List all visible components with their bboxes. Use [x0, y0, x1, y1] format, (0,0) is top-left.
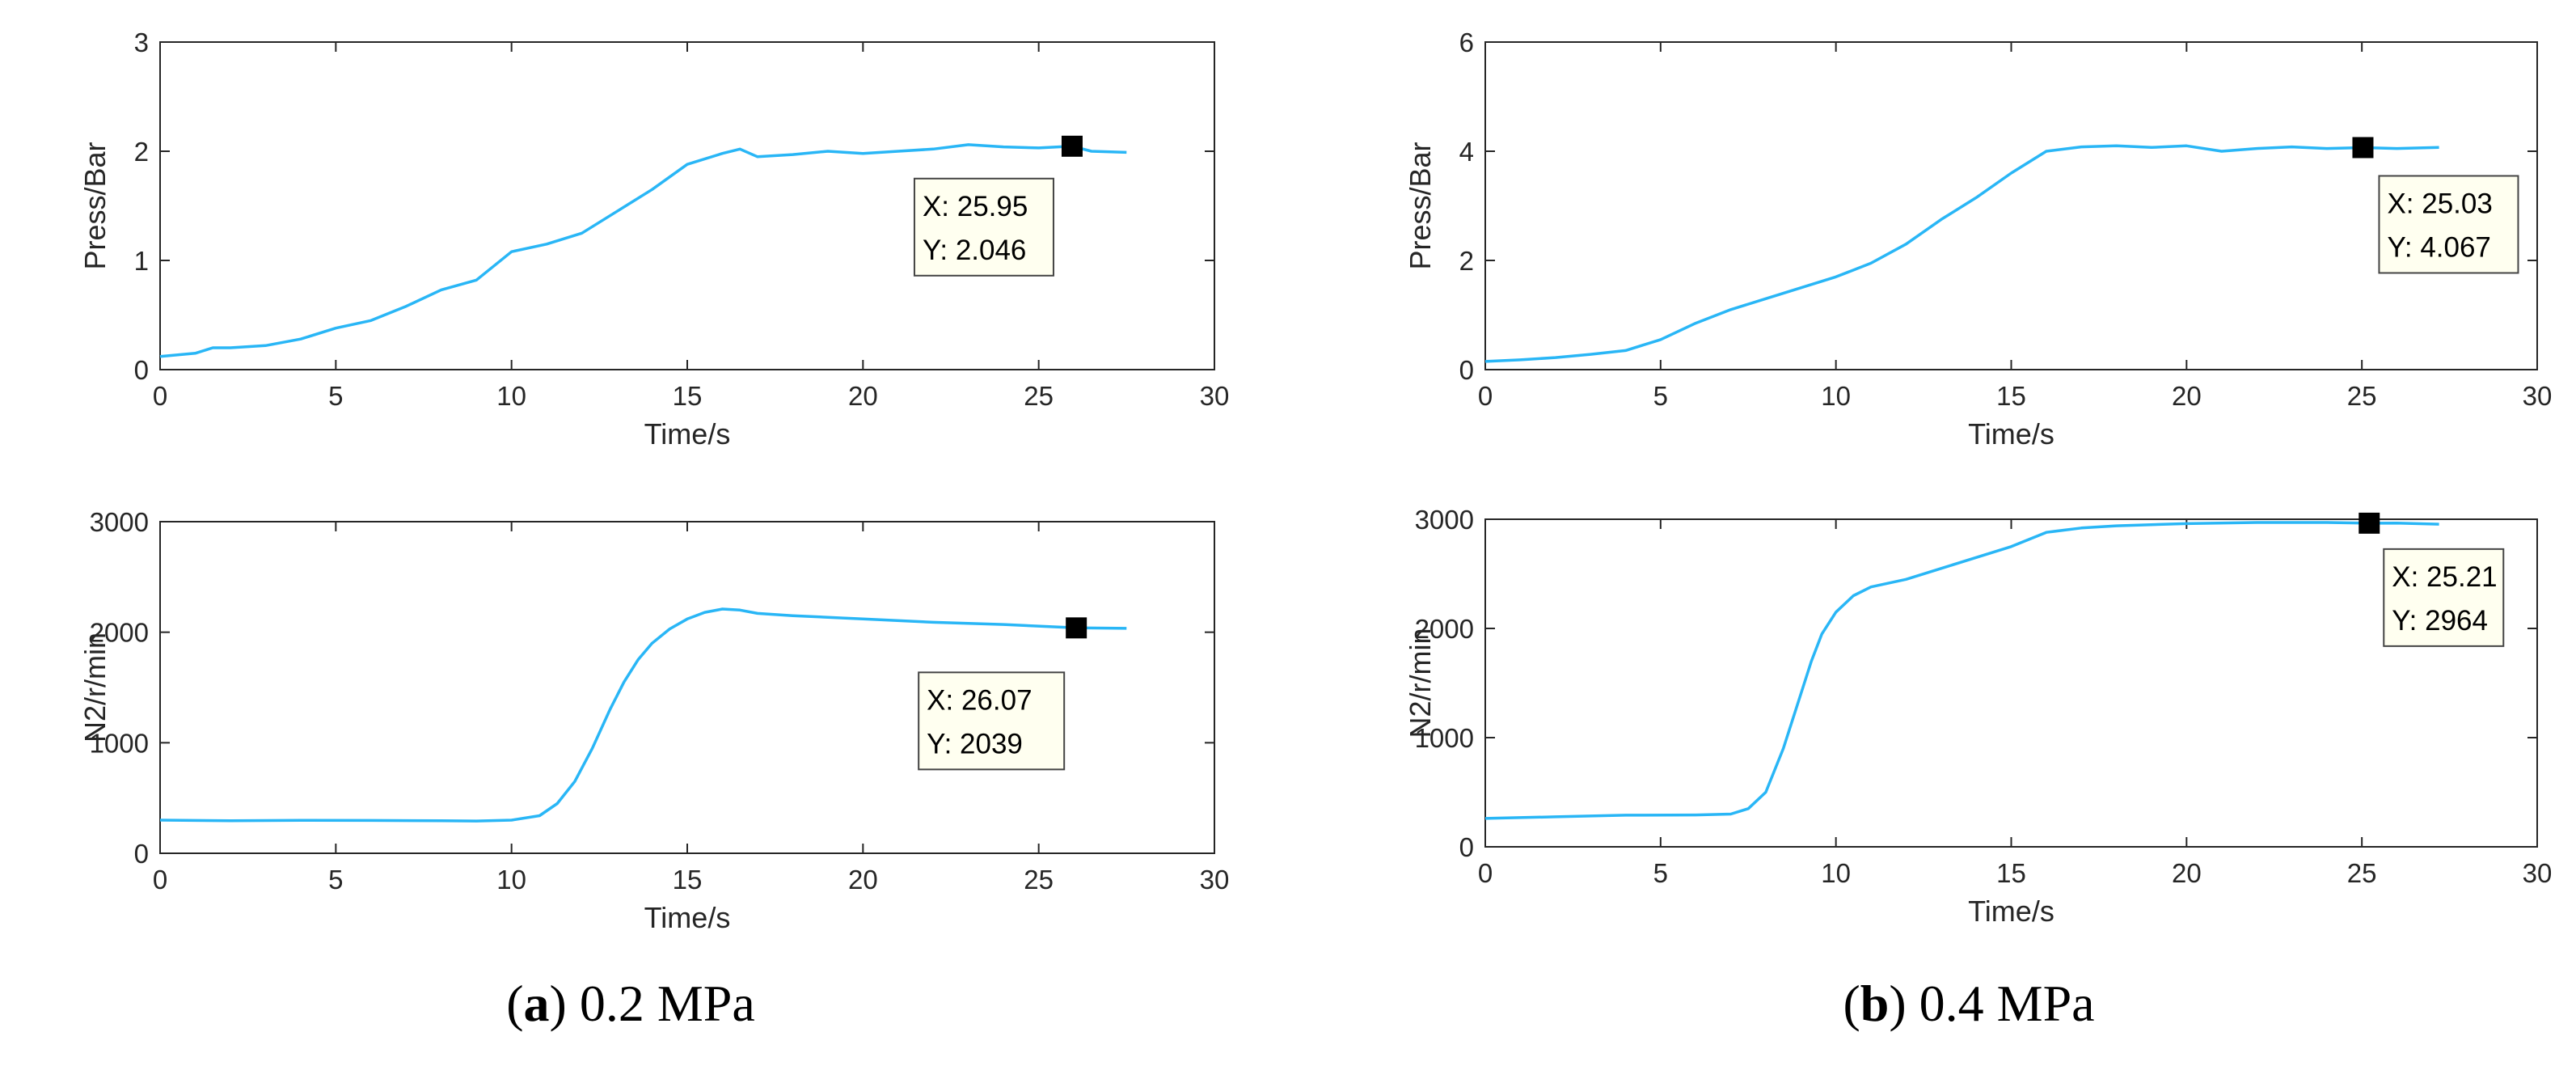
datatip-y-text: Y: 2039 — [927, 728, 1023, 759]
x-tick-label: 30 — [2523, 858, 2553, 888]
datatip-box — [2378, 175, 2519, 274]
x-tick-label: 30 — [1200, 381, 1230, 411]
datatip-y-text: Y: 2964 — [2392, 605, 2488, 637]
datatip-marker — [1061, 135, 1083, 157]
x-tick-label: 10 — [496, 381, 526, 411]
x-tick-label: 10 — [1821, 381, 1851, 411]
datatip-marker — [1066, 617, 1087, 639]
x-tick-label: 5 — [328, 381, 343, 411]
x-axis-label: Time/s — [644, 901, 731, 934]
x-tick-label: 0 — [1478, 858, 1493, 888]
x-tick-label: 10 — [496, 865, 526, 895]
y-tick-label: 2 — [134, 137, 149, 167]
x-axis-label: Time/s — [644, 417, 731, 451]
x-tick-label: 0 — [153, 381, 167, 411]
x-tick-label: 5 — [1653, 858, 1668, 888]
x-tick-label: 0 — [1478, 381, 1493, 411]
x-tick-label: 30 — [2523, 381, 2553, 411]
x-tick-label: 25 — [1024, 865, 1054, 895]
series-line-n2 — [159, 607, 1127, 823]
y-tick-label: 3000 — [90, 507, 149, 537]
y-tick-label: 1 — [134, 246, 149, 276]
datatip-marker — [2352, 137, 2374, 159]
datatip-x-text: X: 25.95 — [923, 191, 1028, 222]
x-tick-label: 30 — [1200, 865, 1230, 895]
y-axis-label: Press/Bar — [1404, 142, 1437, 269]
series-line-press — [1484, 144, 2439, 363]
y-tick-label: 2000 — [1415, 614, 1474, 644]
plot-area — [159, 41, 1215, 370]
datatip-y-text: Y: 2.046 — [923, 235, 1026, 266]
caption-a: (a) 0.2 MPa — [506, 975, 755, 1032]
x-tick-label: 0 — [153, 865, 167, 895]
chart-a-top: 0 5 10 15 20 25 30 0 1 2 3 Time/s Press/Bar X: 25.95 Y… — [78, 27, 1229, 451]
x-tick-label: 20 — [2172, 858, 2202, 888]
x-tick-label: 15 — [1996, 858, 2026, 888]
x-axis-label: Time/s — [1968, 895, 2054, 928]
x-axis-label: Time/s — [1968, 417, 2054, 451]
y-tick-label: 6 — [1459, 27, 1474, 57]
y-tick-label: 0 — [1459, 832, 1474, 862]
x-tick-label: 20 — [2172, 381, 2202, 411]
series-line-press — [159, 143, 1127, 358]
y-tick-label: 0 — [1459, 355, 1474, 385]
caption-b-letter: b — [1860, 975, 1890, 1032]
datatip-box — [2383, 548, 2505, 647]
plot-area — [1484, 518, 2538, 848]
y-tick-label: 2000 — [90, 618, 149, 648]
x-tick-label: 5 — [328, 865, 343, 895]
chart-b-bottom: 0 5 10 15 20 25 30 0 1000 2000 3000 Time/s N2/r/min X… — [1404, 505, 2552, 928]
y-tick-label: 0 — [134, 839, 149, 869]
caption-a-text: 0.2 MPa — [580, 975, 755, 1032]
x-tick-label: 25 — [1024, 381, 1054, 411]
plot-area — [1484, 41, 2538, 370]
y-axis-label: N2/r/min — [1404, 628, 1437, 738]
x-tick-label: 5 — [1653, 381, 1668, 411]
y-tick-label: 0 — [134, 355, 149, 385]
chart-b-top: 0 5 10 15 20 25 30 0 2 4 6 Time/s Press/Bar X: 25.03 Y… — [1404, 27, 2552, 451]
caption-b: (b) 0.4 MPa — [1843, 975, 2094, 1032]
datatip-y-text: Y: 4.067 — [2387, 231, 2490, 263]
y-tick-label: 4 — [1459, 137, 1474, 167]
x-tick-label: 15 — [1996, 381, 2026, 411]
x-tick-label: 25 — [2347, 858, 2377, 888]
datatip-marker — [2359, 512, 2380, 534]
y-tick-label: 3000 — [1415, 505, 1474, 535]
datatip-x-text: X: 25.21 — [2392, 561, 2497, 593]
series-line-n2 — [1484, 521, 2439, 820]
caption-a-letter: a — [524, 975, 550, 1032]
x-tick-label: 25 — [2347, 381, 2377, 411]
caption-b-text: 0.4 MPa — [1919, 975, 2095, 1032]
datatip-box — [918, 671, 1066, 771]
datatip-x-text: X: 26.07 — [927, 684, 1032, 716]
datatip-x-text: X: 25.03 — [2387, 188, 2492, 219]
y-tick-label: 2 — [1459, 246, 1474, 276]
y-axis-label: Press/Bar — [78, 142, 112, 269]
x-tick-label: 10 — [1821, 858, 1851, 888]
x-tick-label: 15 — [673, 865, 703, 895]
y-axis-label: N2/r/min — [78, 632, 112, 742]
x-tick-label: 20 — [848, 381, 878, 411]
y-tick-label: 3 — [134, 27, 149, 57]
chart-a-bottom: 0 5 10 15 20 25 30 0 1000 2000 3000 Time/s N2/r/min X… — [78, 507, 1229, 934]
datatip-box — [913, 177, 1054, 277]
x-tick-label: 15 — [673, 381, 703, 411]
x-tick-label: 20 — [848, 865, 878, 895]
y-tick-label: 1000 — [1415, 723, 1474, 753]
y-tick-label: 1000 — [90, 728, 149, 758]
